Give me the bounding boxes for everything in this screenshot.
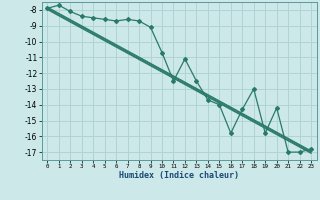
X-axis label: Humidex (Indice chaleur): Humidex (Indice chaleur) [119, 171, 239, 180]
